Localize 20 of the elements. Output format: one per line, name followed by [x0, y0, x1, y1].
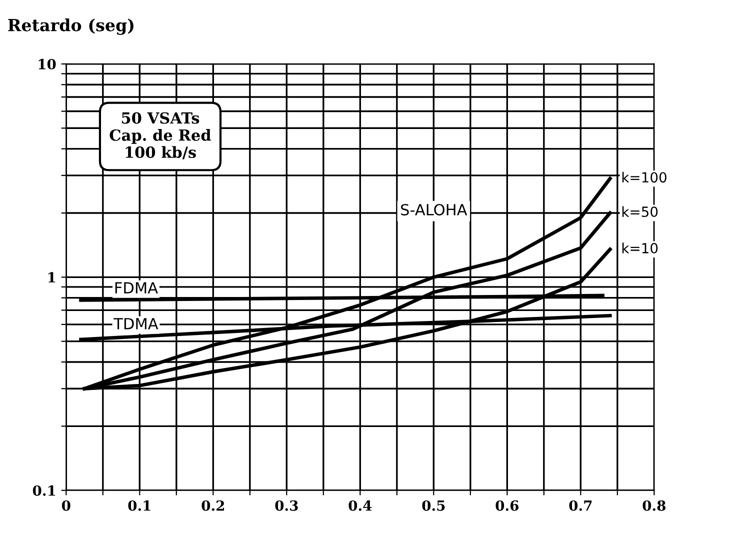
x-tick-label: 0.7	[569, 500, 592, 511]
x-tick-label: 0.3	[275, 500, 298, 511]
y-tick-label: 1	[48, 272, 56, 282]
annotation: 50 VSATs Cap. de Red 100 kb/s	[110, 112, 211, 160]
annotation: S-ALOHA	[401, 204, 468, 216]
x-tick-label: 0.5	[422, 500, 445, 511]
x-tick-label: 0.4	[348, 500, 372, 511]
series-label: TDMA	[114, 318, 158, 330]
series-label: FDMA	[115, 282, 158, 294]
series-label: k=100	[622, 172, 666, 183]
x-tick-label: 0.1	[128, 500, 150, 511]
y-tick-label: 10	[38, 58, 56, 70]
x-tick-label: 0.2	[202, 500, 224, 511]
y-axis-title: Retardo (seg)	[8, 18, 134, 35]
y-tick-label: 0.1	[32, 485, 56, 496]
series-label: k=10	[622, 242, 658, 254]
series-label: k=50	[622, 206, 658, 218]
x-tick-label: 0.8	[642, 500, 666, 511]
x-tick-label: 0.6	[496, 500, 518, 511]
x-tick-label: 0	[62, 500, 70, 511]
